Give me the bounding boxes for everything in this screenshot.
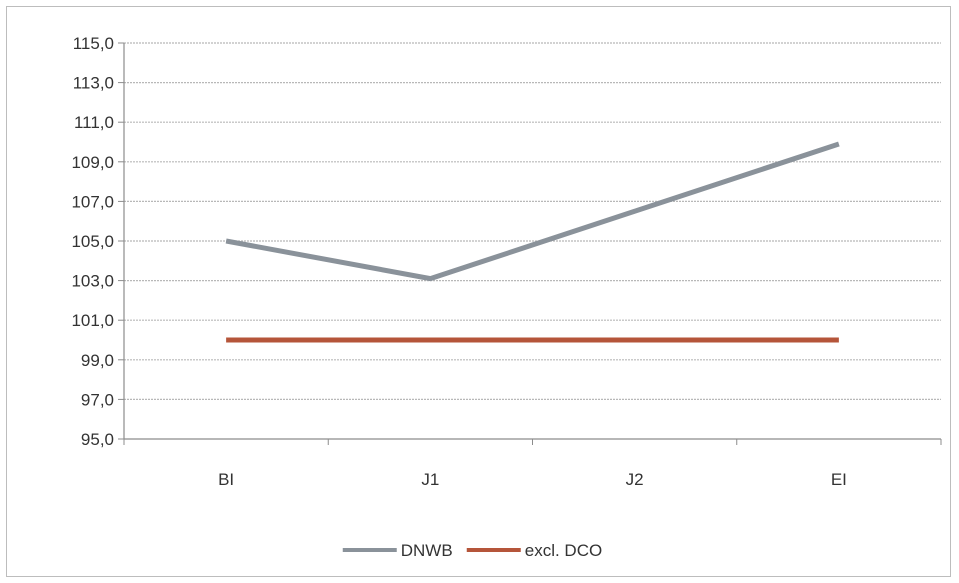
gridlines bbox=[124, 42, 941, 400]
legend-label: excl. DCO bbox=[525, 541, 602, 560]
x-tick-label: J2 bbox=[626, 470, 644, 489]
y-tick-label: 109,0 bbox=[71, 153, 114, 172]
y-tick-label: 101,0 bbox=[71, 311, 114, 330]
y-tick-label: 97,0 bbox=[81, 390, 114, 409]
y-tick-label: 115,0 bbox=[73, 34, 114, 53]
y-tick-label: 113,0 bbox=[73, 74, 114, 93]
y-axis-ticks: 95,0 97,0 99,0 101,0 103,0 105,0 107,0 109,0 111… bbox=[71, 34, 124, 449]
x-tick-label: EI bbox=[831, 470, 847, 489]
y-tick-label: 103,0 bbox=[71, 272, 114, 291]
series-lines bbox=[225, 141, 840, 343]
line-chart: 95,0 97,0 99,0 101,0 103,0 105,0 107,0 109,0 111… bbox=[71, 34, 942, 560]
series-line-0 bbox=[225, 141, 840, 282]
y-tick-label: 95,0 bbox=[81, 430, 114, 449]
y-tick-label: 107,0 bbox=[71, 192, 114, 211]
chart-frame: 95,0 97,0 99,0 101,0 103,0 105,0 107,0 109,0 111… bbox=[6, 6, 951, 577]
x-axis-ticks: BI J1 J2 EI bbox=[123, 439, 942, 489]
x-tick-label: J1 bbox=[421, 470, 439, 489]
x-tick-label: BI bbox=[218, 470, 234, 489]
y-tick-label: 105,0 bbox=[71, 232, 114, 251]
y-tick-label: 111,0 bbox=[74, 113, 114, 132]
legend: DNWB excl. DCO bbox=[342, 541, 602, 560]
legend-label: DNWB bbox=[401, 541, 453, 560]
y-tick-label: 99,0 bbox=[81, 351, 114, 370]
